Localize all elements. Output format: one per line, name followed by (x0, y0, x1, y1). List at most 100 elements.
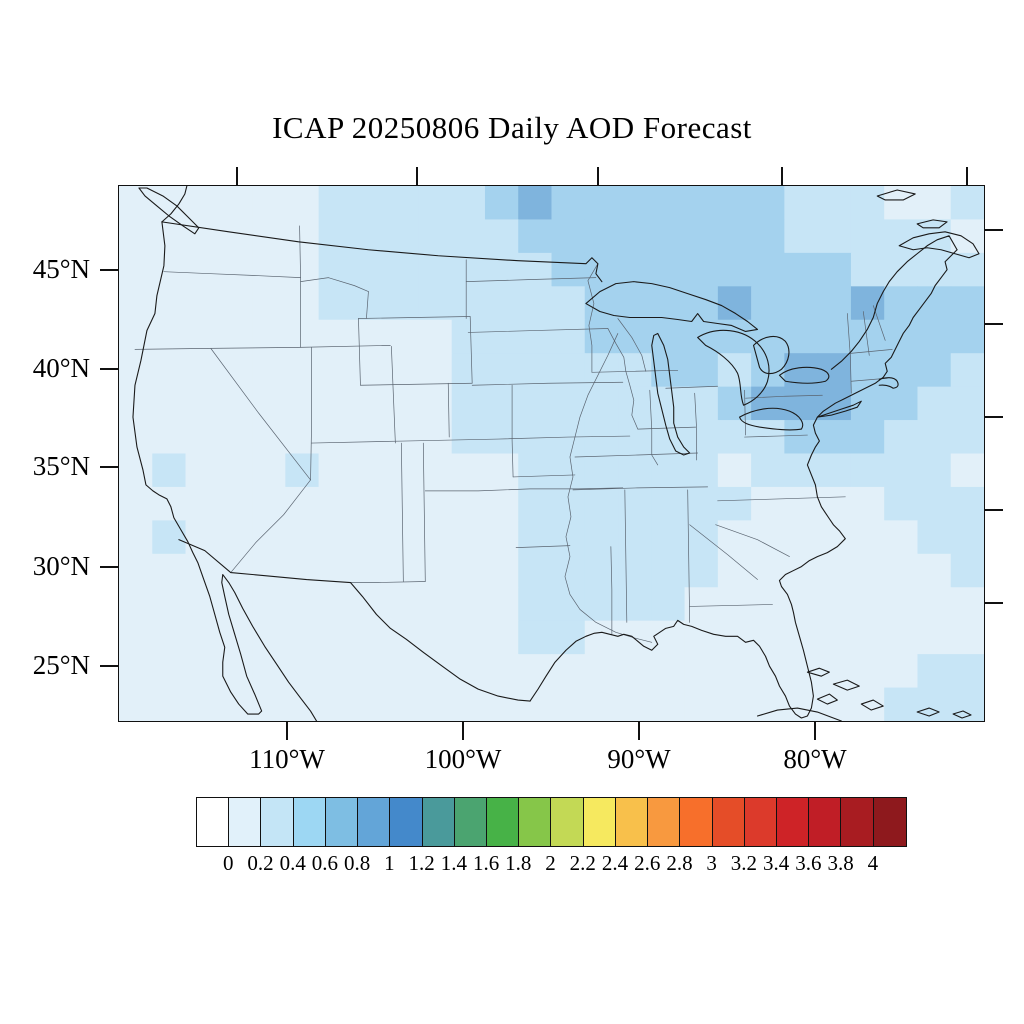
aod-grid-cell (917, 386, 952, 421)
aod-grid-cell (351, 486, 386, 521)
aod-grid-cell (751, 486, 785, 521)
aod-grid-cell (218, 420, 253, 455)
axis-tick (597, 167, 599, 185)
aod-grid-cell (218, 252, 253, 287)
aod-grid-cell (717, 520, 752, 555)
axis-tick (416, 167, 418, 185)
aod-grid-cell (518, 386, 553, 421)
aod-grid-cell (218, 687, 253, 721)
aod-grid-cell (185, 186, 220, 221)
aod-grid-cell (152, 654, 187, 689)
aod-grid-cell (684, 687, 719, 721)
aod-grid-cell (950, 252, 984, 287)
colorbar-tick-label: 0.6 (311, 851, 339, 875)
colorbar-tick-label: 2.2 (569, 851, 596, 875)
aod-grid-cell (684, 654, 719, 689)
aod-grid-cell (285, 186, 320, 221)
aod-grid-cell (651, 386, 686, 421)
aod-grid-cell (318, 453, 353, 488)
aod-grid-cell (584, 654, 619, 689)
aod-grid-cell (551, 219, 586, 254)
aod-grid-cell (751, 553, 785, 588)
aod-grid-cell (784, 219, 819, 254)
axis-tick (236, 167, 238, 185)
aod-grid-cell (850, 620, 885, 655)
colorbar-tick-label: 2.6 (634, 851, 661, 875)
aod-grid-cell (817, 186, 852, 221)
aod-grid-cell (318, 319, 353, 354)
lon-tick-label: 100°W (424, 744, 502, 774)
axis-tick (100, 269, 118, 271)
aod-grid-cell (185, 453, 220, 488)
aod-grid-cell (152, 186, 187, 221)
aod-grid-cell (252, 486, 286, 521)
aod-grid-cell (751, 219, 785, 254)
axis-tick (985, 602, 1003, 604)
aod-grid-cell (351, 520, 386, 555)
colorbar-cell (873, 798, 906, 846)
aod-grid-cell (185, 252, 220, 287)
aod-grid-cell (285, 420, 320, 455)
lon-tick-label: 110°W (249, 744, 325, 774)
aod-grid-cell (518, 219, 553, 254)
aod-grid-cell (152, 687, 187, 721)
aod-grid-cell (418, 286, 453, 321)
aod-grid-cell (119, 687, 153, 721)
aod-grid-cell (784, 620, 819, 655)
aod-grid-cell (950, 620, 984, 655)
aod-grid-cell (418, 520, 453, 555)
aod-grid-cell (318, 620, 353, 655)
colorbar-tick-label: 3 (706, 851, 717, 875)
coastline-layer (132, 186, 980, 721)
aod-grid-cell (418, 420, 453, 455)
aod-grid-cell (484, 553, 519, 588)
aod-grid-cell (850, 654, 885, 689)
aod-grid-cell (850, 353, 885, 388)
colorbar-tick-label: 0 (222, 851, 234, 875)
aod-grid-cell (252, 654, 286, 689)
aod-grid-cell (152, 520, 187, 555)
axis-tick (100, 466, 118, 468)
aod-grid-cell (751, 386, 785, 421)
aod-grid-cell (717, 486, 752, 521)
aod-grid-cell (518, 286, 553, 321)
aod-grid-cell (218, 319, 253, 354)
aod-grid-cell (252, 319, 286, 354)
aod-grid-cell (385, 654, 420, 689)
aod-grid-cell (318, 219, 353, 254)
aod-grid-cell (318, 420, 353, 455)
aod-grid-cell (285, 654, 320, 689)
colorbar-tick-label: 1 (384, 851, 395, 875)
aod-grid-cell (318, 186, 353, 221)
aod-grid-cell (584, 520, 619, 555)
colorbar-tick-label: 2.4 (601, 851, 629, 875)
aod-grid-cell (618, 687, 652, 721)
aod-grid-cell (318, 654, 353, 689)
aod-grid-cell (717, 186, 752, 221)
aod-grid-cell (651, 420, 686, 455)
aod-grid-cell (817, 654, 852, 689)
aod-grid-cell (318, 286, 353, 321)
colorbar-tick-label: 3.6 (795, 851, 822, 875)
aod-grid-cell (651, 219, 686, 254)
aod-grid-cell (618, 654, 652, 689)
aod-grid-cell (817, 219, 852, 254)
aod-grid-cell (351, 252, 386, 287)
aod-grid-cell (252, 620, 286, 655)
aod-grid-cell (385, 520, 420, 555)
aod-grid-cell (618, 319, 652, 354)
aod-grid-cell (119, 654, 153, 689)
aod-grid-cell (218, 453, 253, 488)
aod-grid-cell (551, 553, 586, 588)
aod-grid-cell (817, 319, 852, 354)
aod-grid-cell (518, 486, 553, 521)
aod-grid-cell (252, 286, 286, 321)
aod-grid-cell (817, 620, 852, 655)
colorbar-cell (422, 798, 455, 846)
aod-grid-cell (451, 654, 486, 689)
aod-grid-cell (917, 520, 952, 555)
aod-grid-cell (451, 353, 486, 388)
pacific-gulf-coastline (132, 221, 318, 721)
colorbar-cell (454, 798, 487, 846)
lake-huron (697, 329, 770, 406)
